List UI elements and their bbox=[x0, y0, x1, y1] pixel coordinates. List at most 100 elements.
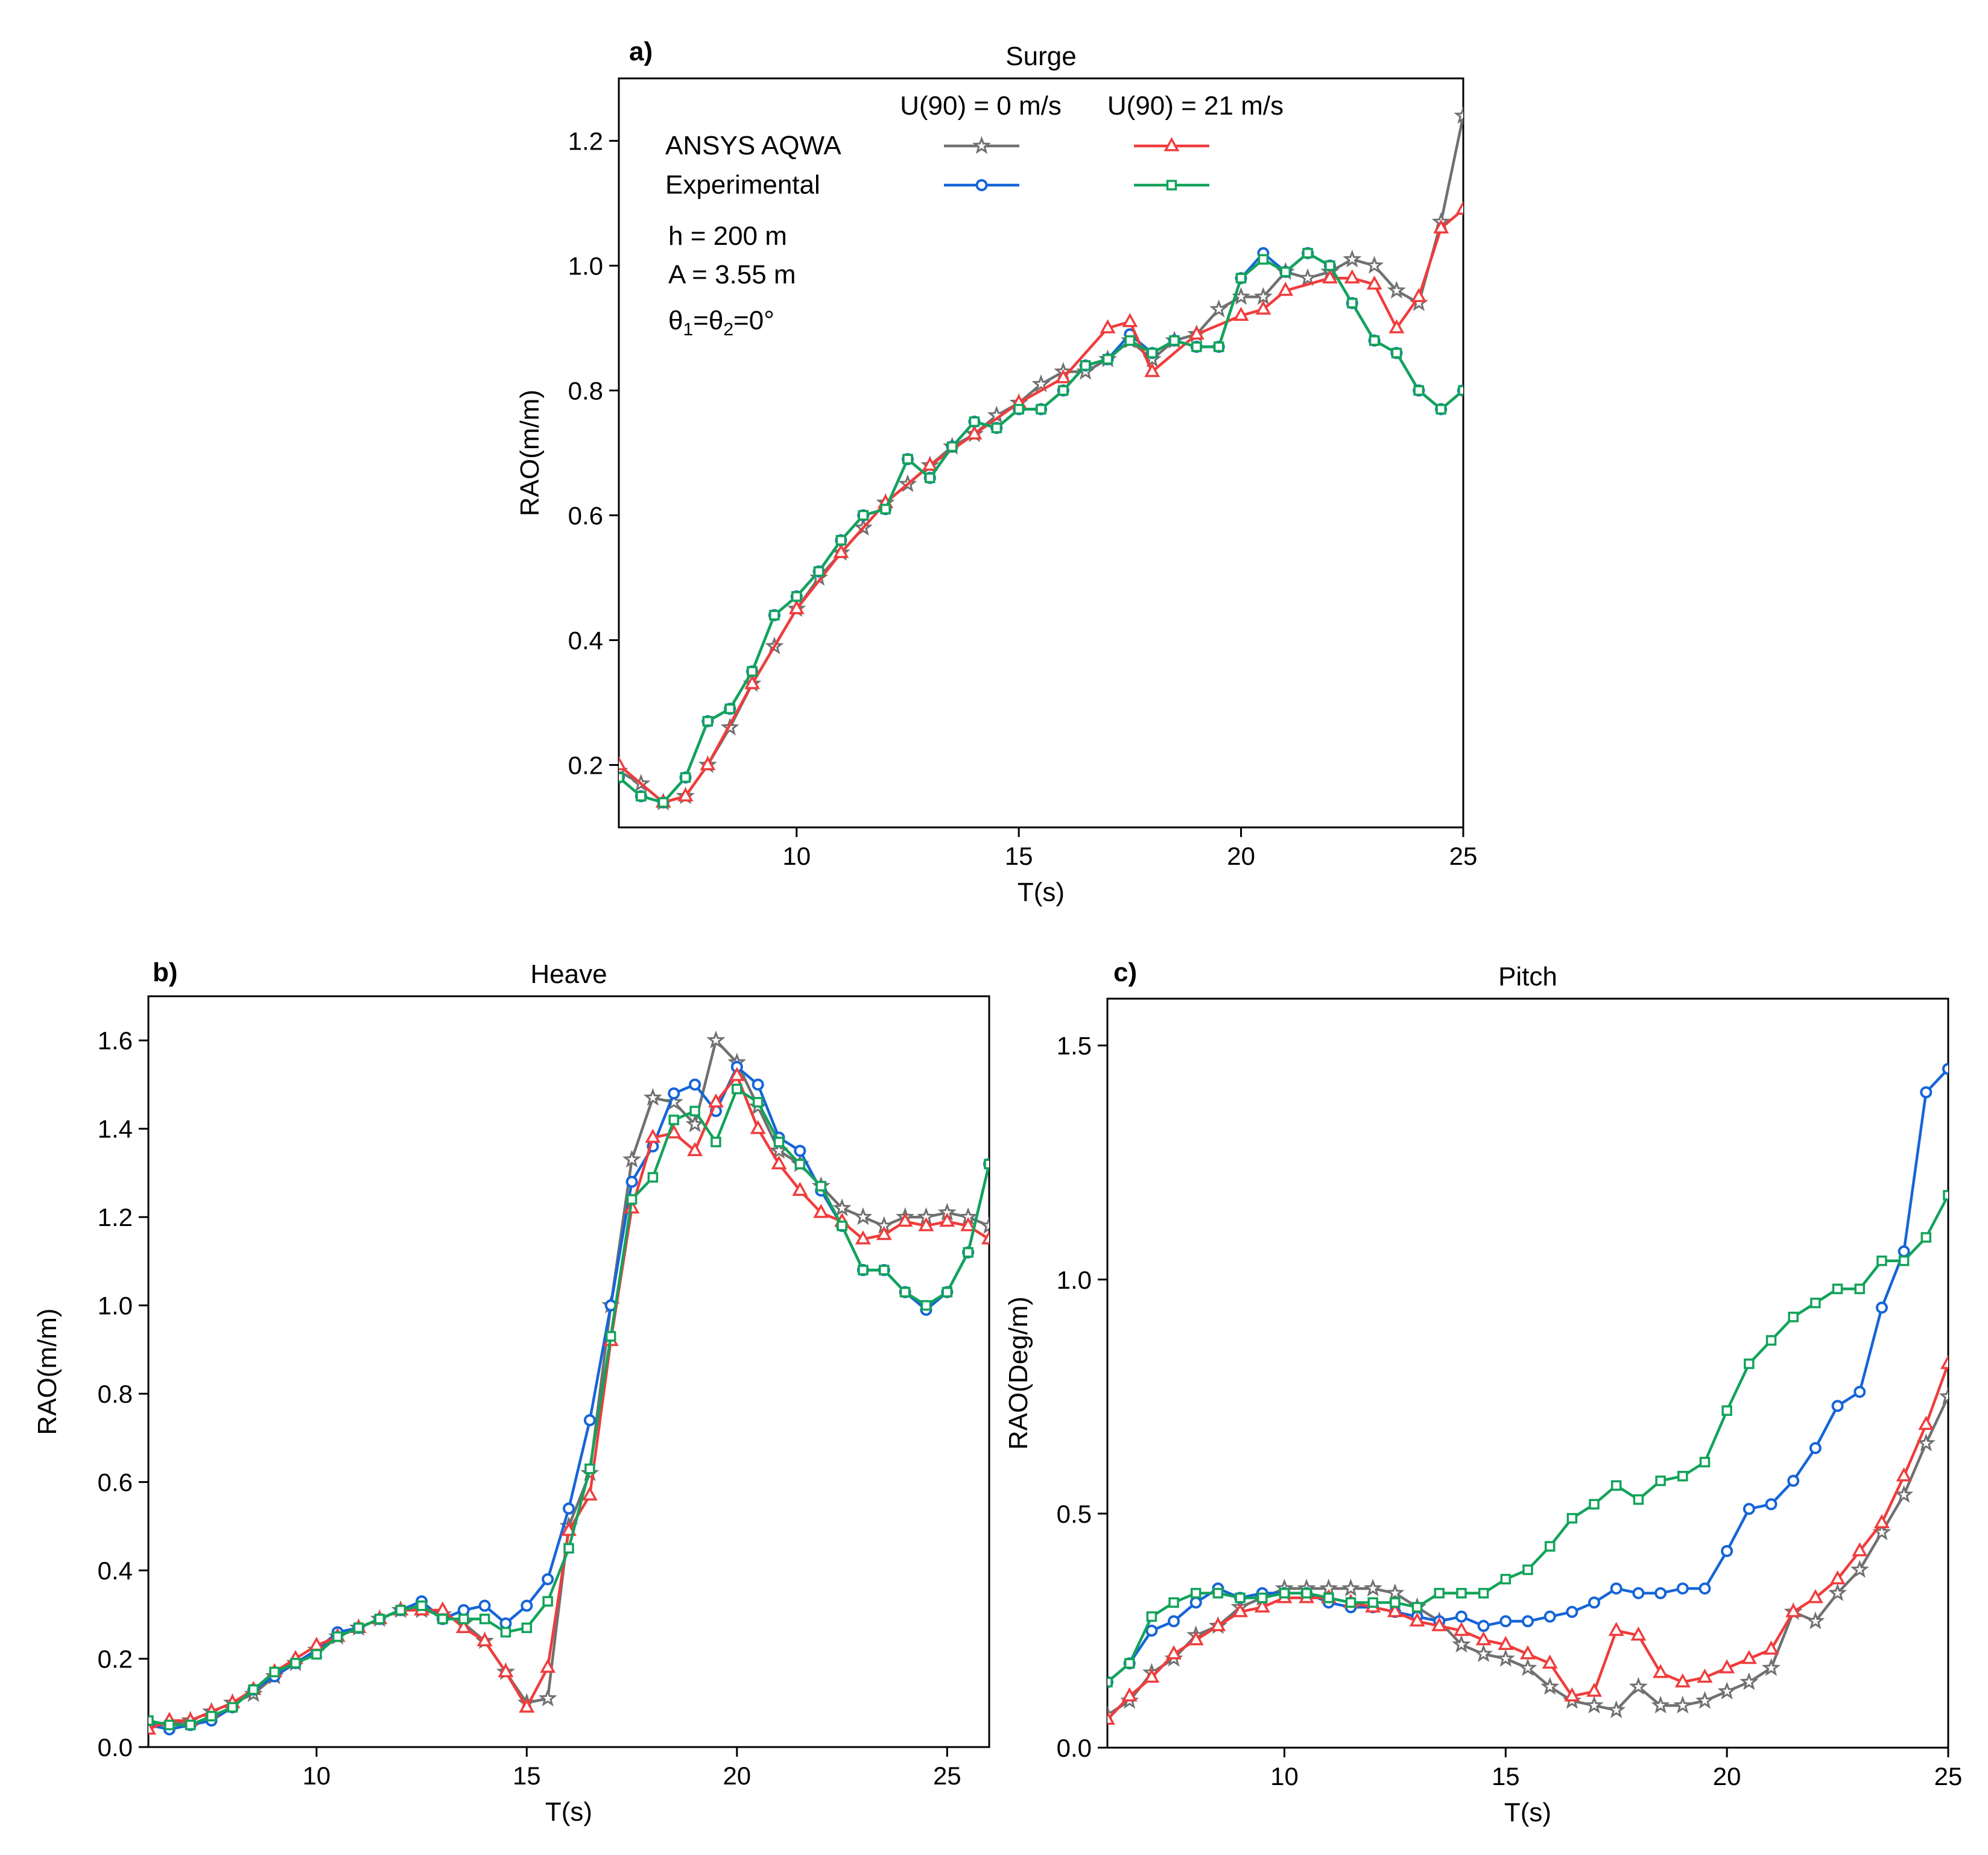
data-point bbox=[1607, 1700, 1626, 1719]
data-point bbox=[1698, 1582, 1711, 1595]
data-point bbox=[925, 472, 935, 484]
data-point bbox=[689, 1078, 701, 1091]
y-tick-label: 1.2 bbox=[98, 1203, 133, 1231]
data-point bbox=[1434, 1588, 1445, 1599]
data-point bbox=[1584, 1695, 1604, 1714]
y-tick-label: 1.2 bbox=[568, 127, 603, 156]
data-point bbox=[1145, 1624, 1158, 1637]
data-point bbox=[876, 1225, 892, 1240]
param-amplitude: A = 3.55 m bbox=[668, 260, 796, 289]
data-point bbox=[1301, 1588, 1312, 1599]
data-point bbox=[706, 1030, 726, 1049]
data-point bbox=[1809, 1442, 1822, 1455]
data-point bbox=[1741, 1649, 1757, 1664]
data-point bbox=[771, 1155, 787, 1170]
data-point bbox=[963, 1247, 973, 1258]
legend-sample-marker bbox=[1166, 180, 1177, 191]
data-point bbox=[942, 1286, 953, 1298]
data-point bbox=[1279, 1588, 1290, 1599]
data-point bbox=[1807, 1588, 1823, 1604]
data-point bbox=[1876, 1255, 1887, 1266]
data-point bbox=[625, 1175, 638, 1188]
data-point bbox=[724, 703, 735, 715]
data-point bbox=[619, 756, 627, 771]
x-tick-label: 15 bbox=[1005, 842, 1033, 870]
data-point bbox=[1543, 1610, 1556, 1623]
data-point bbox=[583, 1414, 596, 1427]
data-point bbox=[227, 1702, 238, 1713]
data-point bbox=[791, 591, 802, 602]
data-point bbox=[1387, 280, 1407, 299]
chart-title: Surge bbox=[1005, 42, 1076, 71]
data-point bbox=[752, 1097, 764, 1108]
data-point bbox=[991, 422, 1002, 434]
data-point bbox=[1058, 385, 1069, 396]
x-tick-label: 20 bbox=[723, 1762, 751, 1790]
data-point bbox=[1544, 1541, 1556, 1552]
data-point bbox=[1146, 1611, 1157, 1622]
data-point bbox=[1100, 319, 1116, 333]
data-point bbox=[1477, 1620, 1490, 1632]
data-point bbox=[1695, 1691, 1715, 1709]
data-point bbox=[1233, 306, 1249, 321]
data-point bbox=[458, 1613, 469, 1625]
data-point bbox=[164, 1719, 175, 1731]
data-point bbox=[636, 791, 647, 801]
data-point bbox=[1235, 1592, 1246, 1604]
data-point bbox=[729, 1067, 745, 1081]
data-point bbox=[1189, 1596, 1202, 1609]
data-point bbox=[1411, 1602, 1423, 1613]
data-point bbox=[1939, 1386, 1948, 1405]
data-point bbox=[1633, 1494, 1644, 1505]
data-point bbox=[792, 1181, 808, 1196]
data-point bbox=[1280, 267, 1291, 277]
data-point bbox=[581, 1486, 598, 1501]
data-point bbox=[148, 1715, 154, 1726]
data-point bbox=[1853, 1386, 1866, 1398]
data-point bbox=[1188, 1631, 1204, 1646]
data-point bbox=[540, 1658, 556, 1673]
series-exp_21 bbox=[148, 1084, 989, 1731]
data-point bbox=[1721, 1544, 1733, 1557]
data-point bbox=[1369, 335, 1380, 346]
y-tick-label: 0.2 bbox=[568, 751, 603, 780]
data-point bbox=[732, 1084, 742, 1095]
data-point bbox=[1520, 1645, 1536, 1660]
data-point bbox=[206, 1710, 217, 1722]
data-point bbox=[542, 1596, 553, 1607]
data-point bbox=[1391, 347, 1402, 359]
data-point bbox=[1107, 1710, 1115, 1725]
data-point bbox=[353, 1622, 364, 1634]
data-point bbox=[1743, 1503, 1755, 1515]
data-point bbox=[622, 1149, 642, 1168]
data-point bbox=[1124, 1658, 1135, 1669]
data-point bbox=[1828, 1583, 1847, 1602]
data-point bbox=[1740, 1672, 1759, 1690]
data-point bbox=[1121, 1687, 1138, 1702]
data-point bbox=[1608, 1622, 1624, 1636]
data-point bbox=[1540, 1676, 1560, 1695]
data-point bbox=[1036, 403, 1046, 415]
param-theta-sub-1: 1 bbox=[683, 320, 693, 340]
data-point bbox=[835, 535, 847, 546]
data-point bbox=[1253, 287, 1273, 305]
data-point bbox=[185, 1719, 196, 1731]
data-point bbox=[969, 416, 980, 427]
data-point bbox=[815, 1181, 826, 1192]
legend-sample-marker bbox=[1163, 137, 1180, 151]
data-point bbox=[1566, 1512, 1578, 1524]
y-tick-label: 0.2 bbox=[98, 1645, 133, 1673]
data-point bbox=[1717, 1681, 1736, 1700]
y-axis-label: RAO(Deg/m) bbox=[1004, 1297, 1033, 1450]
data-point bbox=[1765, 1335, 1777, 1346]
param-theta-2: =θ bbox=[693, 306, 723, 335]
chart-heave: Heave b) 10 15 20 25 0.0 0.2 0.4 0.6 0.8 1.0 1.2 1.4 1… bbox=[33, 958, 990, 1827]
data-point bbox=[1655, 1475, 1666, 1487]
data-point bbox=[563, 1543, 574, 1554]
data-point bbox=[1788, 1312, 1799, 1323]
data-point bbox=[1920, 1232, 1932, 1243]
data-point bbox=[1191, 341, 1202, 352]
y-tick-label: 0.0 bbox=[1057, 1734, 1092, 1762]
data-point bbox=[747, 666, 758, 677]
y-tick-label: 1.6 bbox=[98, 1026, 133, 1055]
